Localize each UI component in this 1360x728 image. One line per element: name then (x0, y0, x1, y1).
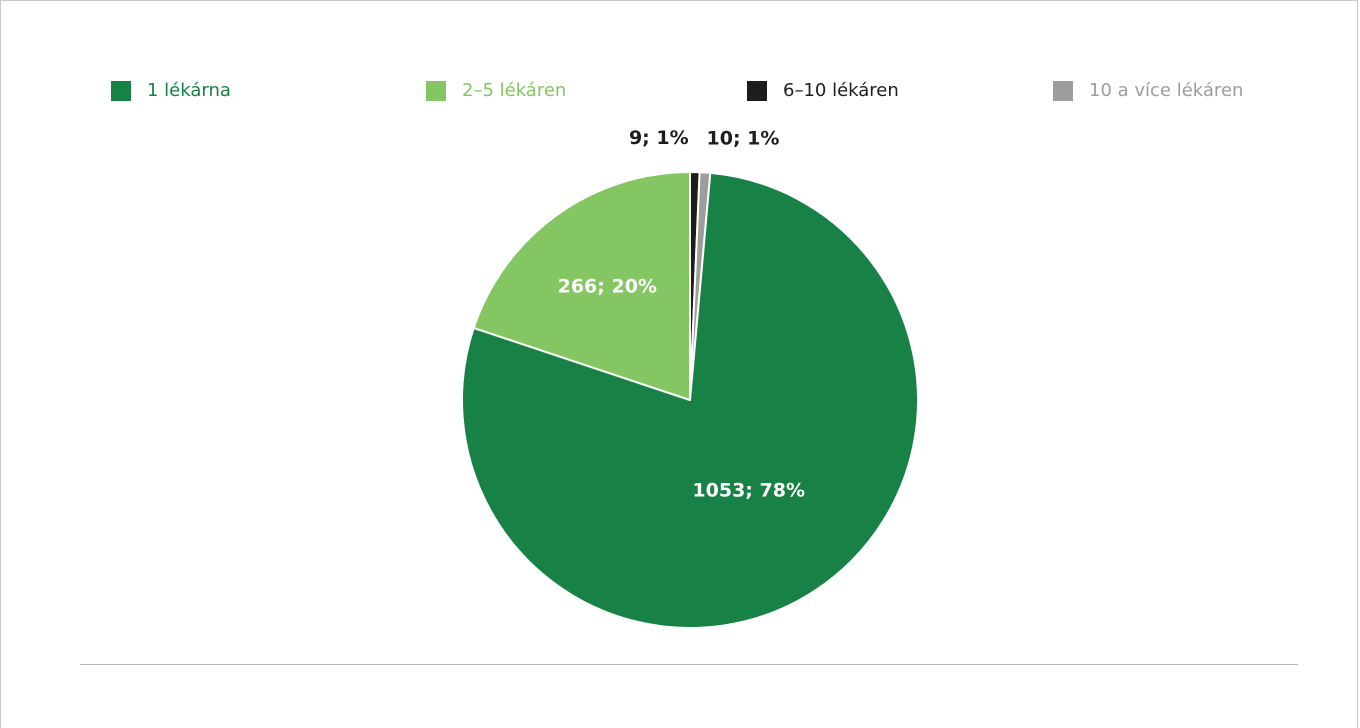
legend-label-6-10-lekaren: 6–10 lékáren (783, 80, 899, 101)
data-label-1: 10; 1% (707, 128, 780, 150)
legend-swatch-10-a-vice-lekaren (1053, 80, 1073, 101)
legend-swatch-2-5-lekaren (426, 80, 446, 101)
legend-item-1-lekarna: 1 lékárna (111, 80, 231, 101)
legend-label-10-a-vice-lekaren: 10 a více lékáren (1089, 80, 1244, 101)
legend-item-10-a-vice-lekaren: 10 a více lékáren (1053, 80, 1243, 101)
chart-legend: 1 lékárna 2–5 lékáren 6–10 lékáren 10 a … (111, 80, 1311, 106)
legend-label-1-lekarna: 1 lékárna (147, 80, 231, 101)
legend-item-6-10-lekaren: 6–10 lékáren (747, 80, 899, 101)
data-label-3: 266; 20% (558, 275, 657, 297)
legend-swatch-6-10-lekaren (747, 80, 767, 101)
legend-label-2-5-lekaren: 2–5 lékáren (462, 80, 567, 101)
legend-item-2-5-lekaren: 2–5 lékáren (426, 80, 566, 101)
data-label-0: 9; 1% (629, 127, 689, 149)
bottom-divider (80, 664, 1298, 665)
pie-slice-3 (472, 171, 691, 401)
data-label-2: 1053; 78% (692, 480, 805, 502)
legend-swatch-1-lekarna (111, 80, 131, 101)
